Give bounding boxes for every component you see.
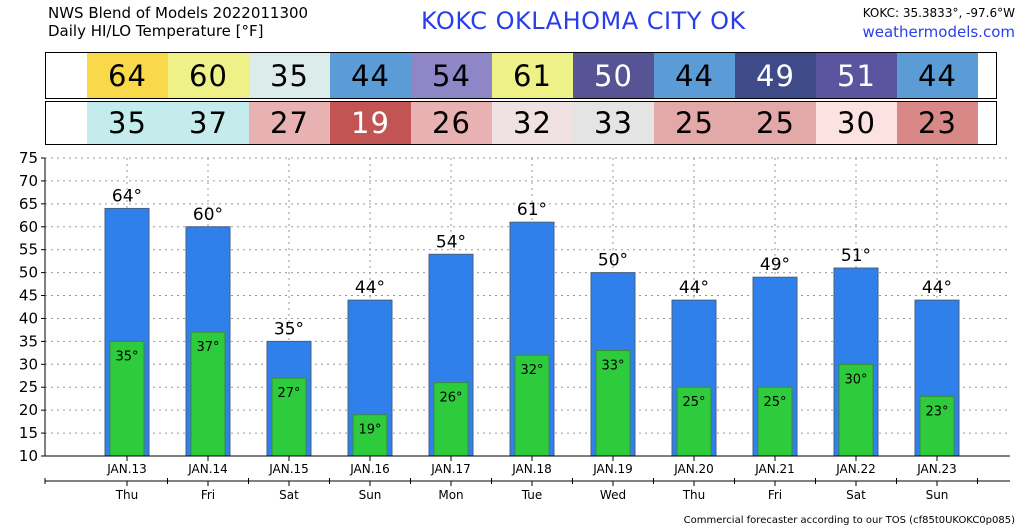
low-temp-label: 32°: [520, 363, 543, 378]
low-temp-bar: [514, 354, 550, 457]
high-temp-label: 50°: [598, 251, 628, 271]
high-temp-label: 61°: [517, 200, 547, 220]
high-temp-label: 64°: [112, 186, 142, 206]
low-temp-bar: [595, 350, 631, 457]
date-label: JAN.20: [673, 462, 714, 476]
y-tick-label: 75: [19, 149, 38, 167]
y-tick-label: 70: [19, 172, 38, 190]
y-tick-label: 35: [19, 332, 38, 350]
date-label: JAN.23: [916, 462, 957, 476]
model-run-label: NWS Blend of Models 2022011300: [48, 4, 309, 22]
high-temp-cell: 60: [168, 53, 249, 98]
low-temp-label: 25°: [763, 395, 786, 410]
date-label: JAN.21: [754, 462, 795, 476]
high-temp-cell: 51: [816, 53, 897, 98]
low-temp-bar: [109, 340, 145, 457]
high-temp-cell: 49: [735, 53, 816, 98]
y-tick-label: 60: [19, 218, 38, 236]
y-tick-label: 45: [19, 287, 38, 305]
high-temp-cell: 35: [249, 53, 330, 98]
high-temp-cell: 61: [492, 53, 573, 98]
low-temperature-strip: 35 37 27 19 26 32 33 25 25 30 23: [45, 101, 997, 145]
y-tick-label: 15: [19, 424, 38, 442]
y-tick-label: 20: [19, 401, 38, 419]
low-temp-cell: 25: [654, 102, 735, 144]
low-temp-label: 35°: [115, 349, 138, 364]
y-tick-label: 30: [19, 355, 38, 373]
y-tick-label: 10: [19, 447, 38, 465]
high-temp-cell: 54: [411, 53, 492, 98]
station-coordinates: KOKC: 35.3833°, -97.6°W: [862, 6, 1015, 20]
high-temp-label: 60°: [193, 205, 223, 225]
weekday-label: Mon: [438, 488, 463, 502]
date-label: JAN.15: [268, 462, 309, 476]
date-label: JAN.14: [187, 462, 228, 476]
station-title: KOKC OKLAHOMA CITY OK: [421, 7, 746, 35]
low-temp-bar: [271, 377, 307, 457]
footer-note: Commercial forecaster according to our T…: [683, 515, 1015, 526]
low-temp-bar: [352, 414, 388, 457]
low-temp-label: 37°: [196, 340, 219, 355]
low-temp-bar: [433, 382, 469, 457]
low-temp-label: 26°: [439, 391, 462, 406]
weekday-label: Tue: [521, 488, 543, 502]
low-temp-cell: 26: [411, 102, 492, 144]
low-temp-cell: 37: [168, 102, 249, 144]
low-temp-cell: 30: [816, 102, 897, 144]
low-temp-bar: [190, 331, 226, 457]
site-link[interactable]: weathermodels.com: [862, 23, 1015, 41]
weekday-label: Fri: [201, 488, 215, 502]
low-temp-label: 33°: [601, 359, 624, 374]
low-temp-cell: 32: [492, 102, 573, 144]
low-temp-cell: 23: [897, 102, 978, 144]
low-temp-cell: 25: [735, 102, 816, 144]
date-label: JAN.16: [349, 462, 390, 476]
high-temp-cell: 64: [87, 53, 168, 98]
high-temp-label: 44°: [922, 278, 952, 298]
high-temp-label: 51°: [841, 246, 871, 266]
high-temp-cell: 44: [654, 53, 735, 98]
high-temp-label: 44°: [679, 278, 709, 298]
low-temp-label: 23°: [925, 404, 948, 419]
high-temp-cell: 50: [573, 53, 654, 98]
y-tick-label: 55: [19, 241, 38, 259]
date-label: JAN.17: [430, 462, 471, 476]
date-label: JAN.19: [592, 462, 633, 476]
low-temp-label: 19°: [358, 423, 381, 438]
low-temp-label: 30°: [844, 372, 867, 387]
weekday-label: Wed: [600, 488, 626, 502]
high-temp-label: 44°: [355, 278, 385, 298]
high-temp-label: 54°: [436, 232, 466, 252]
high-temp-label: 35°: [274, 319, 304, 339]
low-temp-label: 27°: [277, 386, 300, 401]
high-temp-cell: 44: [330, 53, 411, 98]
low-temp-cell: 27: [249, 102, 330, 144]
low-temp-label: 25°: [682, 395, 705, 410]
high-temperature-strip: 64 60 35 44 54 61 50 44 49 51 44: [45, 52, 997, 99]
weekday-label: Thu: [115, 488, 139, 502]
low-temp-cell: 19: [330, 102, 411, 144]
high-temp-label: 49°: [760, 255, 790, 275]
date-label: JAN.18: [511, 462, 552, 476]
weekday-label: Thu: [682, 488, 706, 502]
product-label: Daily HI/LO Temperature [°F]: [48, 22, 264, 40]
y-tick-label: 50: [19, 264, 38, 282]
date-label: JAN.13: [106, 462, 147, 476]
date-label: JAN.22: [835, 462, 876, 476]
y-tick-label: 65: [19, 195, 38, 213]
weekday-label: Fri: [768, 488, 782, 502]
low-temp-cell: 33: [573, 102, 654, 144]
y-tick-label: 25: [19, 378, 38, 396]
low-temp-cell: 35: [87, 102, 168, 144]
low-temp-bar: [676, 386, 712, 457]
weekday-label: Sun: [359, 488, 382, 502]
y-tick-label: 40: [19, 309, 38, 327]
high-temp-cell: 44: [897, 53, 978, 98]
weekday-label: Sat: [846, 488, 866, 502]
weekday-label: Sun: [926, 488, 949, 502]
weekday-label: Sat: [279, 488, 299, 502]
